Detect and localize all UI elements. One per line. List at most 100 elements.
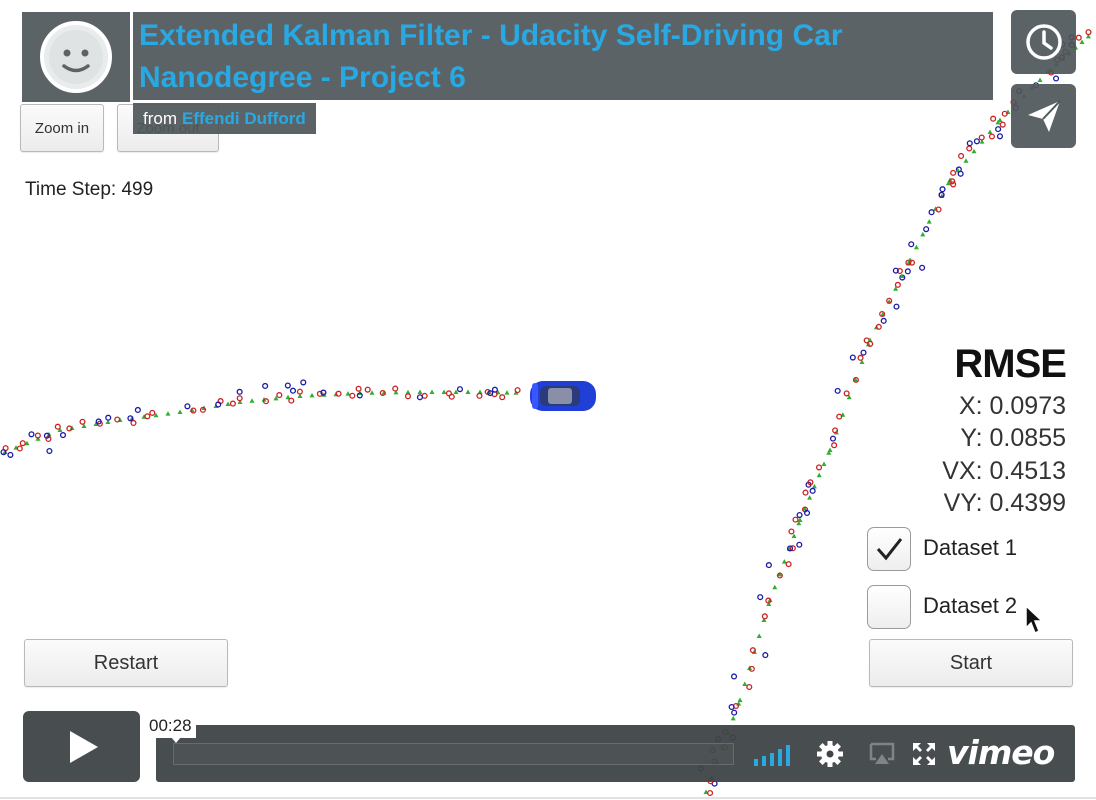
fullscreen-icon[interactable] bbox=[910, 739, 938, 769]
watch-later-button[interactable] bbox=[1011, 10, 1076, 74]
estimate-marker bbox=[826, 450, 832, 455]
byline-prefix: from bbox=[143, 108, 177, 128]
estimate-marker bbox=[772, 584, 778, 590]
radar-marker bbox=[880, 317, 887, 324]
estimate-marker bbox=[963, 158, 969, 163]
start-button[interactable]: Start bbox=[869, 639, 1073, 687]
estimate-marker bbox=[81, 423, 87, 428]
rmse-x-value: X: 0.0973 bbox=[958, 392, 1066, 420]
radar-marker bbox=[487, 390, 494, 397]
estimate-marker bbox=[766, 601, 772, 606]
play-icon bbox=[69, 730, 98, 763]
estimate-marker bbox=[309, 392, 315, 398]
lidar-marker bbox=[16, 445, 23, 452]
player-control-bar: vimeo bbox=[156, 725, 1075, 782]
clock-icon bbox=[1025, 24, 1062, 60]
lidar-marker bbox=[843, 390, 850, 397]
video-title-line-1[interactable]: Extended Kalman Filter - Udacity Self-Dr… bbox=[139, 19, 843, 52]
estimate-marker bbox=[926, 219, 932, 224]
lidar-marker bbox=[802, 489, 809, 496]
lidar-marker bbox=[748, 665, 755, 672]
radar-marker bbox=[765, 562, 772, 569]
radar-marker bbox=[134, 406, 141, 414]
radar-marker bbox=[43, 432, 50, 439]
lidar-marker bbox=[144, 413, 151, 420]
radar-marker bbox=[491, 386, 498, 393]
car-icon bbox=[530, 381, 596, 411]
lidar-marker bbox=[815, 464, 823, 471]
lidar-marker bbox=[349, 392, 356, 399]
time-step-label: Time Step: 499 bbox=[25, 179, 154, 200]
radar-marker bbox=[904, 268, 911, 275]
volume-icon[interactable] bbox=[754, 739, 798, 769]
lidar-marker bbox=[792, 516, 799, 523]
rmse-vy-value: VY: 0.4399 bbox=[943, 489, 1066, 517]
radar-marker bbox=[28, 431, 35, 438]
lidar-marker bbox=[875, 323, 882, 330]
lidar-marker bbox=[894, 281, 901, 288]
radar-marker bbox=[796, 511, 803, 519]
estimate-marker bbox=[920, 231, 926, 237]
airplay-icon[interactable] bbox=[866, 739, 898, 769]
author-avatar[interactable] bbox=[22, 12, 130, 102]
restart-button[interactable]: Restart bbox=[24, 639, 228, 687]
vimeo-logo[interactable]: vimeo bbox=[947, 733, 1055, 772]
estimate-marker bbox=[273, 395, 279, 401]
radar-marker bbox=[1053, 75, 1060, 82]
lidar-marker bbox=[852, 376, 859, 383]
radar-marker bbox=[289, 387, 297, 394]
video-title-line-2[interactable]: Nanodegree - Project 6 bbox=[139, 61, 466, 94]
estimate-marker bbox=[791, 533, 797, 538]
radar-marker bbox=[860, 349, 867, 356]
lidar-marker bbox=[34, 432, 41, 439]
radar-marker bbox=[786, 545, 794, 552]
lidar-marker bbox=[950, 181, 957, 188]
estimate-marker bbox=[777, 571, 783, 577]
radar-marker bbox=[127, 415, 134, 422]
video-title-box[interactable]: Extended Kalman Filter - Udacity Self-Dr… bbox=[133, 12, 993, 100]
estimate-marker bbox=[369, 390, 375, 395]
share-button[interactable] bbox=[1011, 84, 1076, 148]
radar-marker bbox=[320, 389, 327, 396]
video-byline: from Effendi Dufford bbox=[133, 103, 316, 134]
radar-marker bbox=[849, 354, 856, 361]
progress-bar[interactable] bbox=[173, 743, 734, 765]
estimate-marker bbox=[971, 148, 977, 154]
radar-marker bbox=[731, 709, 738, 716]
radar-marker bbox=[236, 388, 243, 395]
radar-marker bbox=[105, 414, 112, 421]
play-button[interactable] bbox=[23, 711, 140, 782]
lidar-marker bbox=[476, 392, 483, 399]
radar-marker bbox=[957, 170, 964, 177]
lidar-marker bbox=[1001, 110, 1008, 117]
radar-marker bbox=[284, 382, 291, 389]
radar-marker bbox=[730, 673, 738, 680]
zoom-in-button[interactable]: Zoom in bbox=[20, 104, 104, 152]
radar-marker bbox=[973, 138, 980, 145]
estimate-marker bbox=[997, 117, 1003, 122]
lidar-marker bbox=[276, 392, 283, 399]
lidar-marker bbox=[262, 398, 270, 405]
estimate-marker bbox=[853, 377, 859, 382]
radar-marker bbox=[262, 382, 269, 389]
dataset-2-checkbox[interactable] bbox=[867, 585, 911, 629]
lidar-marker bbox=[988, 133, 995, 140]
lidar-marker bbox=[978, 134, 985, 141]
lidar-marker bbox=[707, 789, 714, 797]
radar-marker bbox=[0, 449, 7, 456]
estimate-marker bbox=[737, 697, 743, 702]
author-link[interactable]: Effendi Dufford bbox=[182, 108, 306, 128]
dataset-2-label[interactable]: Dataset 2 bbox=[923, 593, 1018, 618]
lidar-marker bbox=[514, 387, 521, 394]
lidar-marker bbox=[879, 310, 886, 318]
lidar-marker bbox=[379, 389, 386, 397]
dataset-1-label[interactable]: Dataset 1 bbox=[923, 535, 1018, 560]
radar-marker bbox=[908, 241, 915, 248]
lidar-marker bbox=[149, 409, 156, 416]
radar-marker bbox=[59, 432, 67, 439]
estimate-marker bbox=[249, 398, 255, 403]
rmse-vx-value: VX: 0.4513 bbox=[942, 457, 1066, 485]
dataset-1-checkbox[interactable] bbox=[867, 527, 911, 571]
settings-gear-icon[interactable] bbox=[814, 739, 846, 769]
smiley-face-icon bbox=[40, 21, 112, 93]
